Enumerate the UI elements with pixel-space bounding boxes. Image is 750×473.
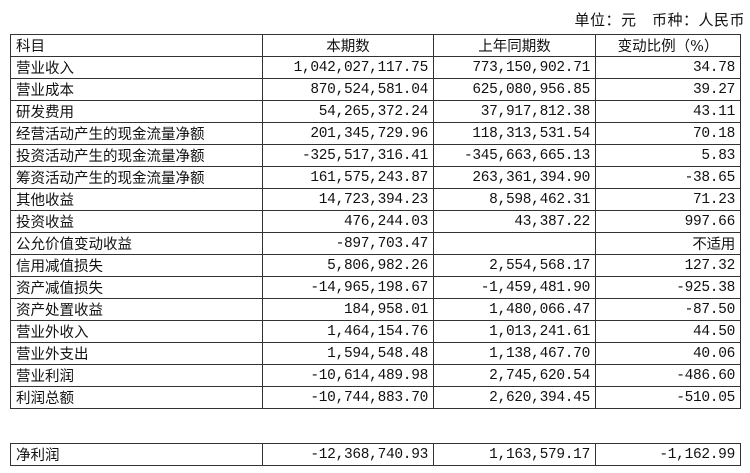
change-ratio: -510.05 [595,386,741,409]
row-label: 投资收益 [10,210,263,233]
current-value: -325,517,316.41 [262,144,434,167]
row-label: 营业利润 [10,364,263,387]
prior-value: 1,163,579.17 [433,443,596,466]
change-ratio: -87.50 [595,298,741,321]
row-label: 资产减值损失 [10,276,263,299]
prior-value: 1,013,241.61 [433,320,596,343]
prior-value: 2,745,620.54 [433,364,596,387]
change-ratio: 5.83 [595,144,741,167]
current-value: 1,042,027,117.75 [262,56,434,79]
change-ratio: -486.60 [595,364,741,387]
prior-value: 8,598,462.31 [433,188,596,211]
change-ratio: 70.18 [595,122,741,145]
prior-value [433,232,596,255]
prior-value: 2,620,394.45 [433,386,596,409]
table-row: 利润总额 -10,744,883.70 2,620,394.45 -510.05 [10,386,741,409]
table-row: 筹资活动产生的现金流量净额 161,575,243.87 263,361,394.9… [10,166,741,189]
table-row: 经营活动产生的现金流量净额 201,345,729.96 118,313,531.5… [10,122,741,145]
prior-value: 2,554,568.17 [433,254,596,277]
table-row: 信用减值损失 5,806,982.26 2,554,568.17 127.32 [10,254,741,277]
prior-value: -345,663,665.13 [433,144,596,167]
prior-value: 1,480,066.47 [433,298,596,321]
row-label: 投资活动产生的现金流量净额 [10,144,263,167]
row-label: 利润总额 [10,386,263,409]
prior-value: 773,150,902.71 [433,56,596,79]
row-label: 净利润 [10,443,263,466]
row-label: 资产处置收益 [10,298,263,321]
change-ratio: 997.66 [595,210,741,233]
unit-currency-note: 单位：元 币种：人民币 [574,11,745,29]
row-label: 营业外收入 [10,320,263,343]
current-value: -897,703.47 [262,232,434,255]
table-row: 营业收入 1,042,027,117.75 773,150,902.71 34.78 [10,56,741,79]
net-profit-table: 净利润 -12,368,740.93 1,163,579.17 -1,162.9… [10,443,741,466]
table-row: 投资收益 476,244.03 43,387.22 997.66 [10,210,741,233]
change-ratio: -925.38 [595,276,741,299]
prior-value: 43,387.22 [433,210,596,233]
current-value: 1,464,154.76 [262,320,434,343]
prior-value: -1,459,481.90 [433,276,596,299]
header-row: 科目 本期数 上年同期数 变动比例（%） [10,34,741,57]
row-label: 信用减值损失 [10,254,263,277]
table-row: 资产减值损失 -14,965,198.67 -1,459,481.90 -925.38 [10,276,741,299]
row-label: 其他收益 [10,188,263,211]
change-ratio: 127.32 [595,254,741,277]
current-value: 870,524,581.04 [262,78,434,101]
header-change-ratio: 变动比例（%） [595,34,741,57]
table-row-net-profit: 净利润 -12,368,740.93 1,163,579.17 -1,162.9… [10,443,741,466]
table-row: 营业外收入 1,464,154.76 1,013,241.61 44.50 [10,320,741,343]
row-label: 经营活动产生的现金流量净额 [10,122,263,145]
current-value: 54,265,372.24 [262,100,434,123]
row-label: 研发费用 [10,100,263,123]
prior-value: 625,080,956.85 [433,78,596,101]
header-current-period: 本期数 [262,34,434,57]
table-row: 研发费用 54,265,372.24 37,917,812.38 43.11 [10,100,741,123]
table-row: 其他收益 14,723,394.23 8,598,462.31 71.23 [10,188,741,211]
row-label: 营业外支出 [10,342,263,365]
prior-value: 37,917,812.38 [433,100,596,123]
table-row: 营业利润 -10,614,489.98 2,745,620.54 -486.60 [10,364,741,387]
header-item: 科目 [10,34,263,57]
current-value: 5,806,982.26 [262,254,434,277]
prior-value: 1,138,467.70 [433,342,596,365]
change-ratio: -38.65 [595,166,741,189]
row-label: 筹资活动产生的现金流量净额 [10,166,263,189]
current-value: 184,958.01 [262,298,434,321]
current-value: 14,723,394.23 [262,188,434,211]
table-row: 营业成本 870,524,581.04 625,080,956.85 39.27 [10,78,741,101]
change-ratio: 71.23 [595,188,741,211]
change-ratio: -1,162.99 [595,443,741,466]
header-prior-period: 上年同期数 [433,34,596,57]
table-row: 资产处置收益 184,958.01 1,480,066.47 -87.50 [10,298,741,321]
prior-value: 118,313,531.54 [433,122,596,145]
financial-table: 科目 本期数 上年同期数 变动比例（%） 营业收入 1,042,027,117.7… [10,34,741,409]
current-value: 1,594,548.48 [262,342,434,365]
current-value: -12,368,740.93 [262,443,434,466]
current-value: -10,744,883.70 [262,386,434,409]
table-row: 投资活动产生的现金流量净额 -325,517,316.41 -345,663,665… [10,144,741,167]
change-ratio: 40.06 [595,342,741,365]
current-value: 161,575,243.87 [262,166,434,189]
current-value: 476,244.03 [262,210,434,233]
change-ratio: 39.27 [595,78,741,101]
prior-value: 263,361,394.90 [433,166,596,189]
change-ratio: 43.11 [595,100,741,123]
current-value: -10,614,489.98 [262,364,434,387]
current-value: -14,965,198.67 [262,276,434,299]
current-value: 201,345,729.96 [262,122,434,145]
change-ratio: 不适用 [595,232,741,255]
change-ratio: 44.50 [595,320,741,343]
row-label: 营业收入 [10,56,263,79]
row-label: 营业成本 [10,78,263,101]
change-ratio: 34.78 [595,56,741,79]
table-row: 公允价值变动收益 -897,703.47 不适用 [10,232,741,255]
table-row: 营业外支出 1,594,548.48 1,138,467.70 40.06 [10,342,741,365]
row-label: 公允价值变动收益 [10,232,263,255]
